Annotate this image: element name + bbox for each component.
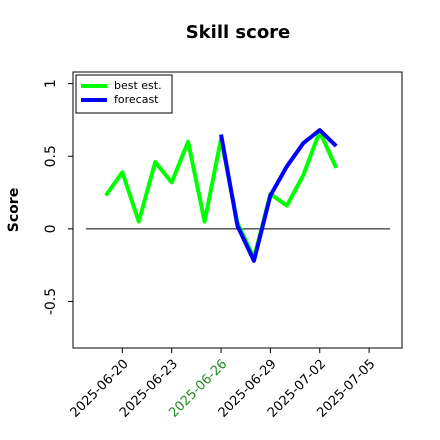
y-tick-label: -0.5	[43, 288, 59, 315]
series-line	[219, 128, 338, 263]
chart-title: Skill score	[186, 22, 291, 43]
series-line	[104, 129, 339, 260]
legend-box	[75, 74, 173, 114]
y-tick-label: 0.5	[43, 145, 59, 167]
plot-frame	[72, 71, 403, 349]
y-axis-label: Score	[6, 188, 22, 232]
y-tick-label: 0	[43, 224, 59, 233]
legend-label: forecast	[114, 93, 159, 106]
y-tick-label: 1	[43, 79, 59, 88]
legend-label: best est.	[114, 79, 162, 92]
